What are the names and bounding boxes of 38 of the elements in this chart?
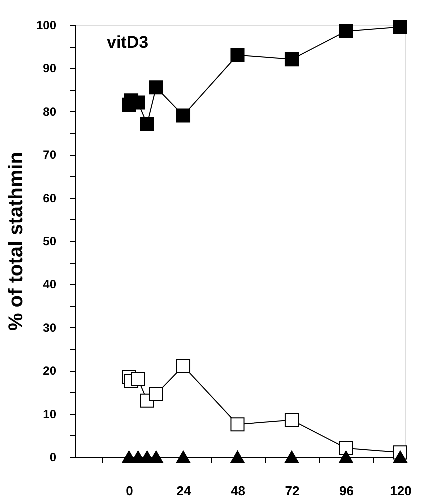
point xyxy=(284,52,300,67)
point xyxy=(230,418,245,432)
x-tick-label: 96 xyxy=(340,484,354,498)
x-tick-label: 0 xyxy=(126,484,134,498)
point xyxy=(131,372,146,386)
y-tick-label: 40 xyxy=(43,278,57,292)
annotation: vitD3 xyxy=(107,33,149,52)
point xyxy=(149,387,164,402)
y-tick-label: 10 xyxy=(43,407,57,422)
point xyxy=(230,48,245,62)
point xyxy=(339,450,354,464)
y-axis-title: % of total stathmin xyxy=(5,152,28,331)
point xyxy=(176,359,191,374)
point xyxy=(339,441,354,456)
x-tick-label: 48 xyxy=(231,484,246,498)
x-tick-label: 24 xyxy=(176,484,192,498)
point xyxy=(149,450,164,464)
point xyxy=(284,450,300,464)
x-tick-label: 120 xyxy=(390,484,412,498)
point xyxy=(393,20,408,34)
y-tick-label: 80 xyxy=(43,104,57,119)
point xyxy=(176,450,191,464)
point xyxy=(230,450,245,464)
point xyxy=(339,24,354,38)
point xyxy=(140,117,154,132)
point xyxy=(393,450,408,464)
point xyxy=(284,413,300,428)
x-tick-label: 72 xyxy=(285,484,300,498)
y-tick-label: 20 xyxy=(43,364,57,378)
y-tick-label: 70 xyxy=(43,148,57,162)
point xyxy=(149,80,164,95)
y-tick-label: 60 xyxy=(43,191,57,206)
y-tick-label: 100 xyxy=(36,18,57,32)
point xyxy=(176,108,191,123)
y-tick-label: 0 xyxy=(50,450,57,464)
y-tick-label: 50 xyxy=(43,234,57,248)
y-tick-label: 90 xyxy=(43,62,57,76)
y-tick-label: 30 xyxy=(43,320,57,335)
